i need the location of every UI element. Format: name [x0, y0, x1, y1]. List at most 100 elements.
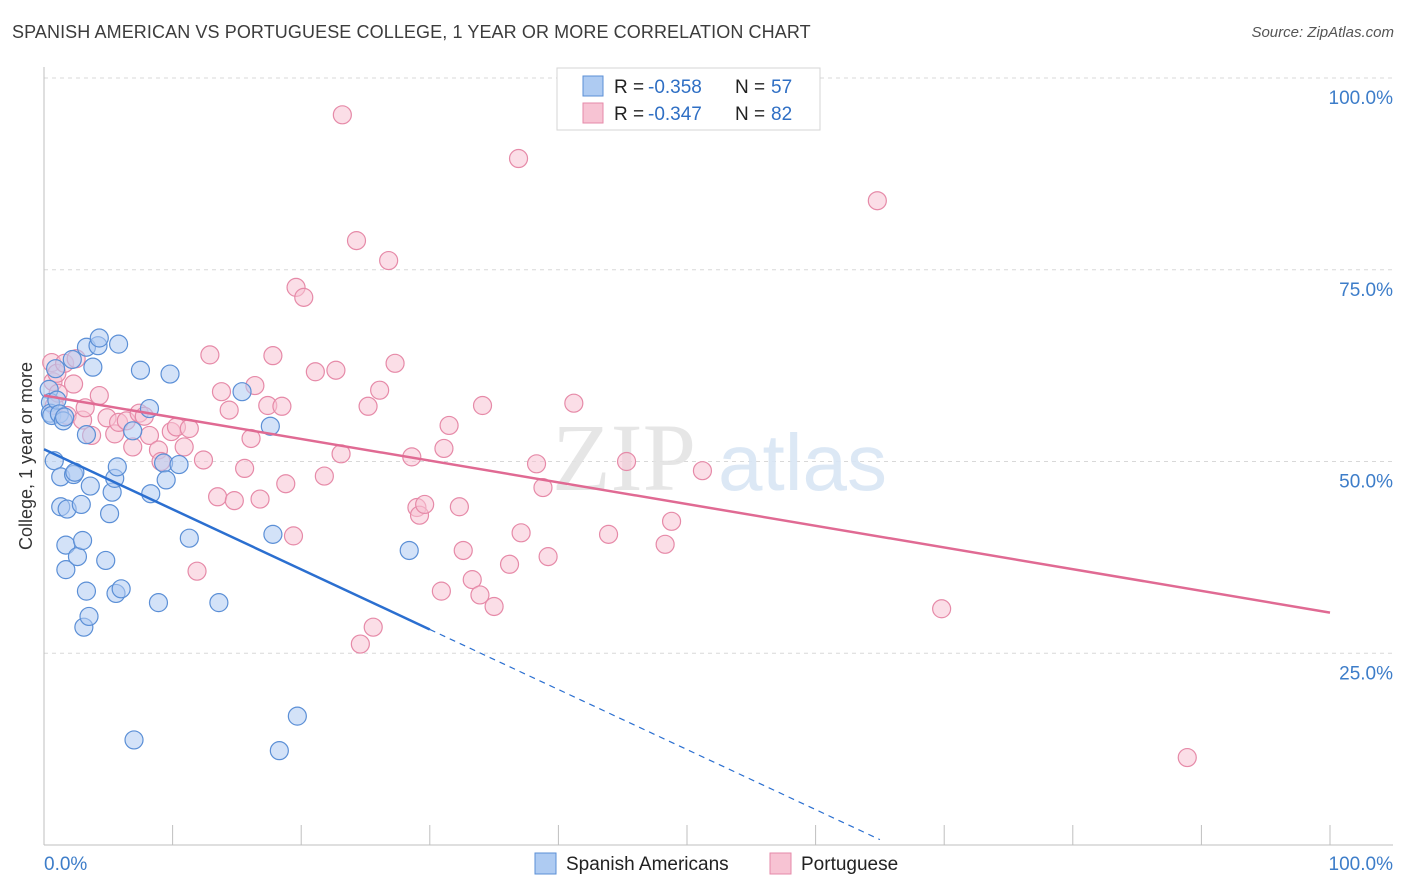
portuguese-point — [431, 581, 451, 601]
portuguese-point — [219, 400, 239, 420]
correlation-legend: R = -0.358 N = 57 R = -0.347 N = 82 — [556, 67, 821, 131]
spanish-american-point — [72, 530, 93, 551]
spanish-american-point — [260, 416, 280, 436]
portuguese-point — [661, 511, 682, 531]
spanish-american-point — [287, 706, 307, 726]
portuguese-point — [294, 287, 314, 307]
spanish-american-point — [232, 382, 252, 402]
portuguese-point — [526, 454, 547, 474]
grid-lines — [44, 77, 1393, 654]
legend-n-value-1: 57 — [771, 77, 792, 98]
y-tick-label: 100.0% — [1329, 88, 1394, 109]
legend-r-value-2: -0.347 — [648, 104, 702, 125]
spanish-american-point — [179, 528, 199, 548]
spanish-american-point — [263, 524, 283, 544]
legend-n-label-2: N = — [735, 104, 765, 125]
y-tick-label: 25.0% — [1339, 663, 1393, 684]
portuguese-point — [470, 585, 490, 605]
portuguese-point — [453, 540, 473, 561]
spanish-american-point — [108, 334, 129, 354]
portuguese-point — [511, 523, 531, 543]
portuguese-point — [598, 524, 619, 544]
spanish-american-point — [124, 730, 144, 750]
portuguese-point — [187, 561, 207, 581]
spanish-american-trend-extension — [429, 628, 881, 841]
portuguese-point — [208, 487, 228, 507]
y-tick-label: 50.0% — [1339, 472, 1393, 493]
portuguese-point — [1177, 747, 1197, 768]
portuguese-point — [508, 148, 529, 169]
x-tick-label-max: 100.0% — [1329, 854, 1394, 875]
watermark-atlas: atlas — [718, 418, 887, 507]
portuguese-point — [472, 395, 493, 416]
spanish-american-point — [123, 421, 143, 441]
spanish-american-point — [209, 593, 229, 613]
spanish-american-point — [76, 425, 97, 445]
axes — [43, 67, 1393, 846]
portuguese-point — [350, 634, 370, 654]
portuguese-point — [499, 554, 520, 574]
spanish-american-point — [269, 741, 289, 761]
spanish-american-point — [89, 328, 109, 348]
y-tick-label: 75.0% — [1339, 280, 1393, 301]
portuguese-point — [616, 451, 637, 472]
portuguese-point — [326, 360, 346, 380]
portuguese-point — [314, 466, 334, 486]
bottom-legend-swatch-spanish — [534, 852, 557, 875]
spanish-american-point — [111, 579, 131, 599]
spanish-american-point — [160, 364, 180, 384]
portuguese-point — [346, 231, 367, 251]
portuguese-point — [363, 617, 383, 637]
portuguese-point — [692, 461, 713, 481]
spanish-american-point — [169, 454, 189, 475]
chart-title: SPANISH AMERICAN VS PORTUGUESE COLLEGE, … — [12, 22, 811, 42]
portuguese-point — [564, 393, 584, 413]
portuguese-point — [932, 599, 952, 619]
legend-r-label-2: R = — [614, 104, 644, 125]
trend-lines — [43, 394, 1331, 841]
portuguese-series — [42, 105, 1197, 768]
portuguese-point — [305, 362, 325, 382]
legend-r-value-1: -0.358 — [648, 77, 702, 98]
x-tick-label-min: 0.0% — [44, 854, 87, 875]
spanish-american-point — [99, 504, 120, 524]
spanish-american-point — [76, 581, 97, 601]
portuguese-point — [867, 191, 887, 211]
portuguese-point — [235, 458, 255, 479]
spanish-american-point — [45, 359, 66, 379]
spanish-american-point — [79, 606, 99, 627]
legend-swatch-portuguese — [582, 102, 604, 124]
x-axis-ticks — [43, 825, 1331, 845]
spanish-american-point — [71, 494, 91, 515]
spanish-american-point — [54, 407, 75, 427]
spanish-american-point — [80, 476, 100, 496]
portuguese-point — [415, 494, 435, 515]
y-axis-label: College, 1 year or more — [16, 362, 36, 550]
portuguese-point — [332, 105, 352, 125]
y-tick-labels: 100.0% 75.0% 50.0% 25.0% — [1329, 88, 1394, 684]
legend-n-value-2: 82 — [771, 104, 792, 125]
source-credit: Source: ZipAtlas.com — [1251, 24, 1394, 41]
spanish-american-trend-line — [43, 448, 431, 631]
watermark: ZIP atlas — [552, 404, 887, 511]
legend-n-label-1: N = — [735, 77, 765, 98]
spanish-american-point — [156, 470, 176, 490]
portuguese-point — [123, 437, 143, 457]
portuguese-point — [655, 534, 675, 554]
portuguese-point — [174, 437, 194, 457]
bottom-legend-label-spanish: Spanish Americans — [566, 854, 729, 875]
bottom-legend-swatch-portuguese — [769, 852, 792, 875]
portuguese-point — [193, 450, 214, 470]
portuguese-point — [379, 250, 399, 271]
legend-r-label-1: R = — [614, 77, 644, 98]
portuguese-point — [484, 596, 504, 617]
portuguese-point — [63, 374, 84, 394]
portuguese-point — [250, 489, 270, 509]
portuguese-point — [439, 415, 459, 436]
portuguese-point — [449, 497, 469, 517]
portuguese-point — [263, 346, 283, 366]
legend-swatch-spanish — [582, 75, 604, 97]
portuguese-point — [272, 396, 292, 416]
spanish-american-point — [83, 357, 103, 377]
